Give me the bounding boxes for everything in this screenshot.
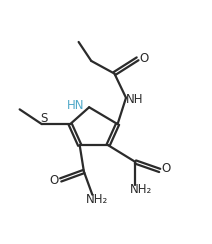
Text: O: O bbox=[162, 162, 171, 175]
Text: S: S bbox=[40, 112, 47, 125]
Text: O: O bbox=[50, 174, 59, 187]
Text: O: O bbox=[139, 52, 149, 65]
Text: NH₂: NH₂ bbox=[85, 193, 108, 206]
Text: NH₂: NH₂ bbox=[130, 183, 152, 196]
Text: NH: NH bbox=[126, 93, 144, 106]
Text: HN: HN bbox=[67, 99, 84, 112]
